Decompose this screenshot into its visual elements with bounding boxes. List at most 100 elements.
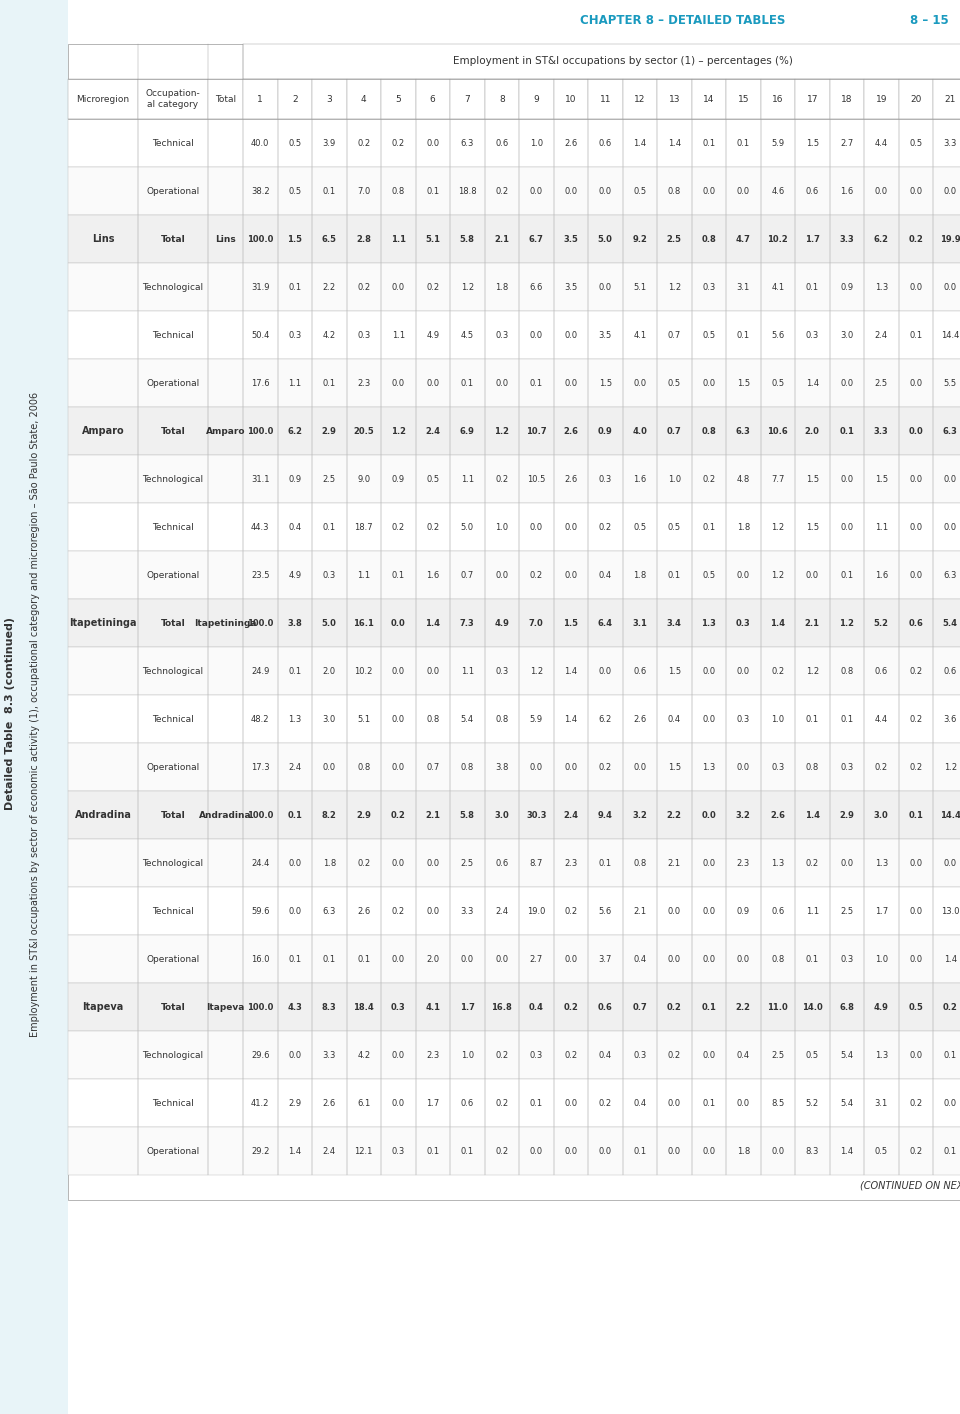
Bar [588,935,622,983]
Text: 0.9: 0.9 [392,475,405,484]
Text: 0.8: 0.8 [426,714,440,724]
Bar [933,503,960,551]
Text: 0.8: 0.8 [461,762,474,772]
Bar [864,1079,899,1127]
Bar [622,648,657,696]
Text: 13: 13 [668,95,680,103]
Bar [485,648,519,696]
Text: 100.0: 100.0 [247,618,274,628]
Text: 1.2: 1.2 [771,523,784,532]
Bar [588,790,622,839]
Text: 1.6: 1.6 [426,570,440,580]
Bar [899,887,933,935]
Bar [933,79,960,119]
Text: 0.5: 0.5 [909,139,923,147]
Text: 0.8: 0.8 [392,187,405,195]
Text: 17.3: 17.3 [251,762,270,772]
Bar [519,79,554,119]
Bar [588,696,622,742]
Bar [519,407,554,455]
Bar [0,0,68,1414]
Text: 0.0: 0.0 [599,1147,612,1155]
Text: 6.4: 6.4 [598,618,612,628]
Bar [208,887,243,935]
Bar [726,983,760,1031]
Bar [899,696,933,742]
Bar [416,1127,450,1175]
Text: 1.4: 1.4 [425,618,441,628]
Text: 0.5: 0.5 [702,331,715,339]
Bar [760,359,795,407]
Bar [416,600,450,648]
Bar [726,696,760,742]
Text: 1.8: 1.8 [323,858,336,868]
Text: 0.0: 0.0 [668,1147,681,1155]
Bar [760,215,795,263]
Text: Employment in ST&I occupations by sector (1) – percentages (%): Employment in ST&I occupations by sector… [452,57,792,66]
Bar [795,1127,829,1175]
Bar [416,839,450,887]
Bar [657,983,691,1031]
Bar [554,648,588,696]
Bar [864,1031,899,1079]
Bar [347,455,381,503]
Text: 0.0: 0.0 [530,1147,542,1155]
Bar [208,359,243,407]
Bar [68,263,960,311]
Bar [68,44,960,1200]
Bar [519,359,554,407]
Bar [381,1127,416,1175]
Text: 0.0: 0.0 [944,187,957,195]
Bar [243,167,277,215]
Bar [829,935,864,983]
Text: 0.0: 0.0 [944,283,957,291]
Text: 0.0: 0.0 [288,1051,301,1059]
Bar [138,551,208,600]
Bar [519,983,554,1031]
Text: 1.2: 1.2 [461,283,474,291]
Bar [691,79,726,119]
Text: 1.1: 1.1 [392,331,405,339]
Text: 6.2: 6.2 [287,427,302,436]
Text: 6: 6 [430,95,436,103]
Bar [68,215,138,263]
Bar [554,696,588,742]
Bar [138,263,208,311]
Text: 4.1: 4.1 [634,331,646,339]
Text: 1.5: 1.5 [875,475,888,484]
Bar [68,407,960,455]
Bar [622,359,657,407]
Text: 0.0: 0.0 [702,858,715,868]
Text: 0.4: 0.4 [288,523,301,532]
Bar [691,790,726,839]
Text: 2.9: 2.9 [288,1099,301,1107]
Text: 0.1: 0.1 [702,139,715,147]
Bar [899,935,933,983]
Bar [68,551,960,600]
Text: 0.3: 0.3 [530,1051,542,1059]
Text: 0.1: 0.1 [944,1051,957,1059]
Text: 1.8: 1.8 [736,523,750,532]
Text: 1.5: 1.5 [668,762,681,772]
Bar [347,648,381,696]
Bar [381,1079,416,1127]
Text: Total: Total [160,427,185,436]
Bar [829,359,864,407]
Bar [450,983,485,1031]
Bar [416,696,450,742]
Bar [485,696,519,742]
Text: 6.2: 6.2 [599,714,612,724]
Text: 1.0: 1.0 [530,139,542,147]
Bar [243,359,277,407]
Text: 0.2: 0.2 [909,762,923,772]
Text: Operational: Operational [146,762,200,772]
Text: 2.4: 2.4 [495,906,508,915]
Text: 0.2: 0.2 [495,475,508,484]
Bar [208,1127,243,1175]
Text: 8.7: 8.7 [530,858,543,868]
Bar [312,790,347,839]
Text: 5.8: 5.8 [460,810,474,820]
Bar [726,551,760,600]
Text: 100.0: 100.0 [247,427,274,436]
Text: 8: 8 [499,95,505,103]
